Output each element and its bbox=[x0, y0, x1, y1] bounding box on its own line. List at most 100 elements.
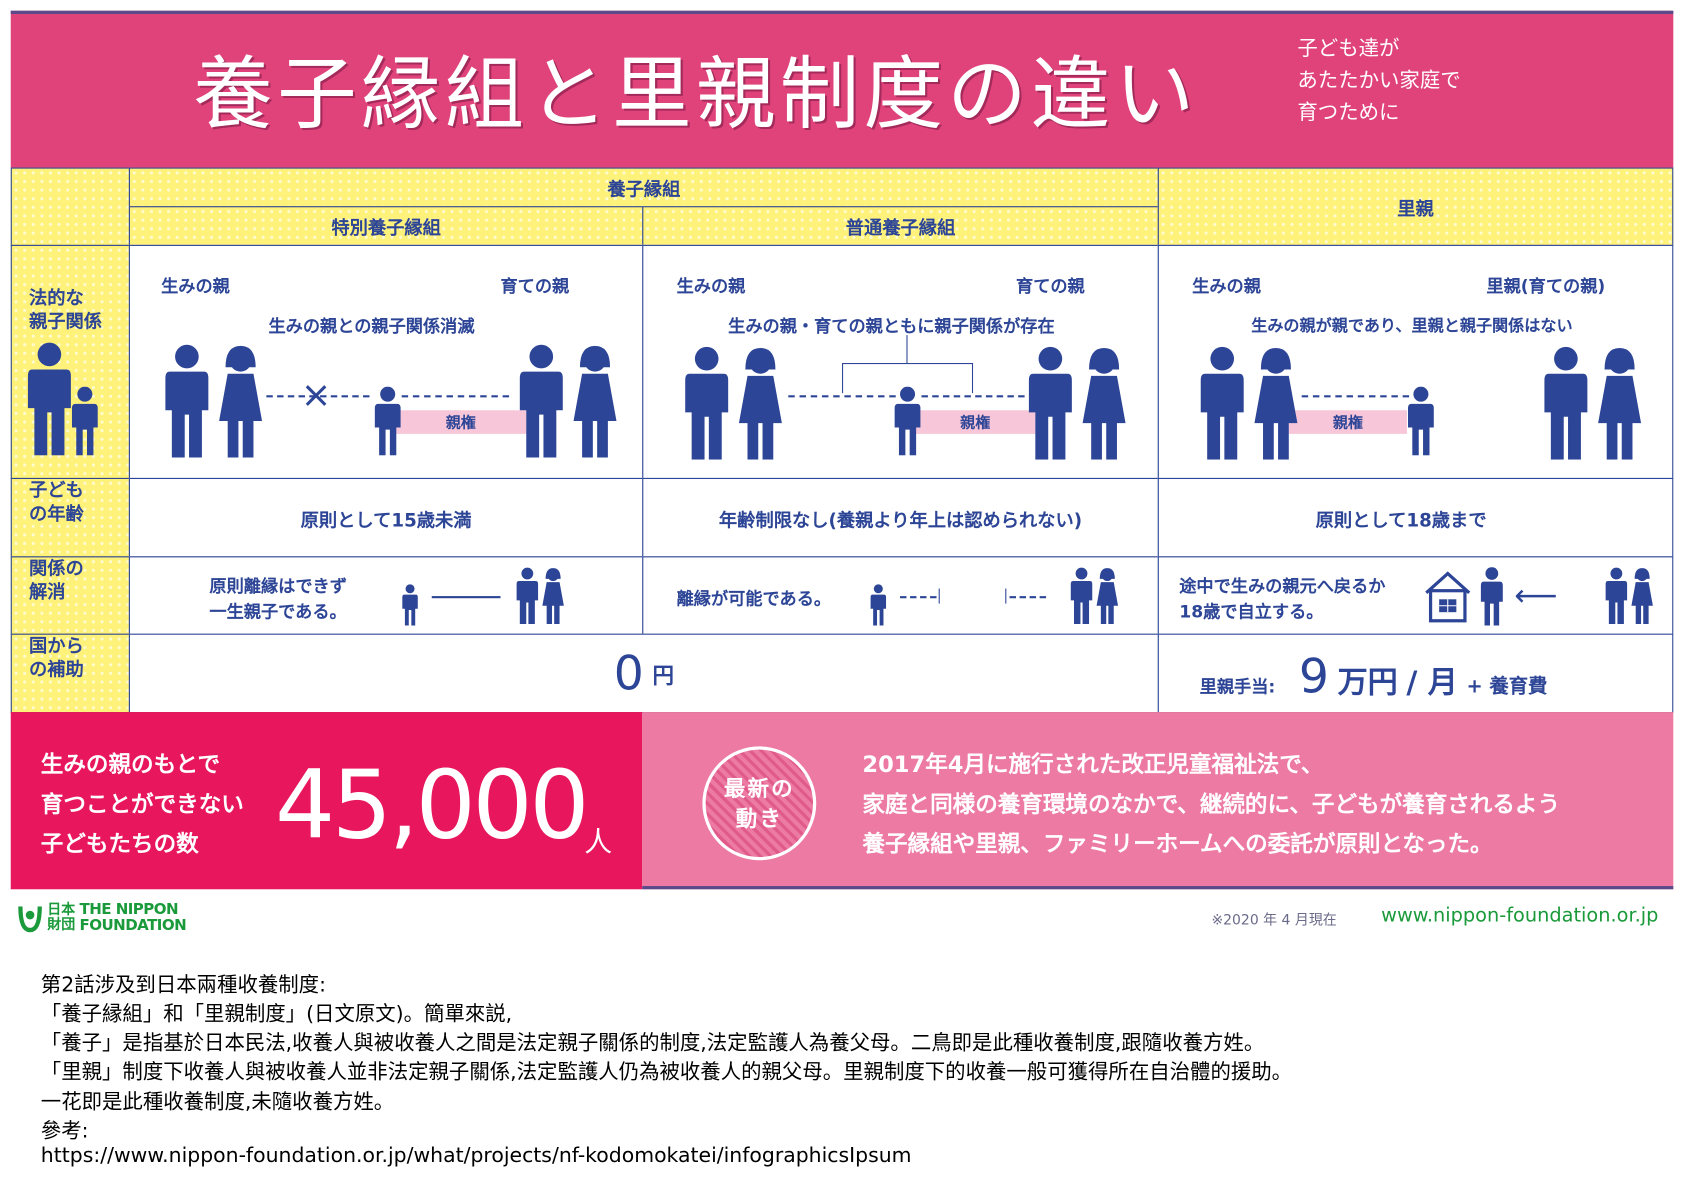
label-text: 国から bbox=[28, 635, 84, 658]
legal-special-cell bbox=[128, 244, 644, 480]
row-label-age: 子ども の年齢 bbox=[10, 477, 130, 558]
subtitle: 子ども達が あたたかい家庭で 育つために bbox=[1297, 32, 1460, 129]
woman-figure-icon bbox=[217, 344, 264, 462]
foster-allowance-per: / 月 bbox=[1406, 664, 1458, 701]
subtitle-line: 育つために bbox=[1297, 100, 1400, 125]
relation-line bbox=[1301, 395, 1410, 398]
child-figure-icon bbox=[894, 386, 922, 460]
text-line: 原則離縁はできず bbox=[209, 575, 347, 597]
broken-line bbox=[1009, 596, 1047, 599]
header-foster: 里親 bbox=[1157, 167, 1674, 246]
nippon-foundation-logo: 日本 財団 THE NIPPON FOUNDATION bbox=[17, 901, 187, 935]
age-ordinary: 年齢制限なし(養親より年上は認められない) bbox=[642, 477, 1159, 558]
relation-line bbox=[401, 395, 510, 398]
cross-icon: × bbox=[300, 373, 332, 417]
foster-allowance-unit: 万円 bbox=[1337, 664, 1398, 701]
text-line: 生みの親のもとで bbox=[40, 751, 221, 778]
text-line: 18歳で自立する。 bbox=[1179, 601, 1324, 622]
text-line: 育つことができない bbox=[40, 791, 244, 818]
child-figure-icon bbox=[374, 386, 402, 460]
badge-line: 動き bbox=[735, 805, 783, 832]
dissolution-foster-cell bbox=[1157, 556, 1674, 635]
foster-allowance-plus: + 養育費 bbox=[1466, 675, 1548, 699]
raising-parent-label: 育ての親 bbox=[1016, 276, 1085, 297]
break-mark bbox=[938, 588, 940, 604]
dissolution-special-cell bbox=[128, 556, 644, 635]
header-special-adoption: 特別養子縁組 bbox=[128, 206, 644, 246]
foster-allowance-amount: 9 bbox=[1298, 649, 1329, 705]
woman-figure-icon bbox=[1630, 567, 1654, 626]
header-ordinary-adoption: 普通養子縁組 bbox=[642, 206, 1159, 246]
row-label-dissolution: 関係の 解消 bbox=[10, 556, 130, 635]
foundation-url[interactable]: www.nippon-foundation.or.jp bbox=[1381, 904, 1659, 927]
row-label-legal: 法的な 親子関係 bbox=[10, 244, 130, 480]
bracket-line bbox=[906, 335, 908, 364]
legal-desc: 生みの親との親子関係消滅 bbox=[268, 315, 475, 337]
house-icon bbox=[1425, 571, 1471, 623]
age-foster: 原則として18歳まで bbox=[1157, 477, 1674, 558]
foster-parent-label: 里親(育ての親) bbox=[1486, 276, 1606, 297]
reference-link[interactable]: https://www.nippon-foundation.or.jp/what… bbox=[40, 1143, 912, 1168]
label-text: の年齢 bbox=[28, 503, 84, 526]
dissolution-special-text: 原則離縁はできず 一生親子である。 bbox=[209, 574, 346, 626]
man-figure-icon bbox=[26, 342, 73, 460]
children-count-banner bbox=[10, 712, 643, 890]
relation-line bbox=[431, 596, 501, 599]
man-figure-icon bbox=[1605, 567, 1629, 626]
woman-figure-icon bbox=[541, 567, 565, 626]
age-special: 原則として15歳未満 bbox=[128, 477, 644, 558]
text-line: 2017年4月に施行された改正児童福祉法で、 bbox=[862, 751, 1324, 778]
logo-text: 財団 bbox=[47, 917, 76, 934]
parental-rights-badge: 親権 bbox=[915, 410, 1036, 434]
legal-desc: 生みの親が親であり、里親と親子関係はない bbox=[1251, 315, 1573, 336]
man-figure-icon bbox=[1070, 567, 1094, 626]
label-text: 法的な bbox=[28, 287, 84, 310]
birth-parent-label: 生みの親 bbox=[676, 276, 746, 297]
woman-figure-icon bbox=[737, 346, 784, 464]
note-line: 參考: bbox=[40, 1119, 89, 1143]
foster-allowance-label: 里親手当: bbox=[1199, 676, 1276, 698]
latest-badge: 最新の 動き bbox=[702, 746, 817, 861]
bracket-line bbox=[842, 363, 974, 365]
corner-cell bbox=[10, 167, 130, 246]
child-figure-icon bbox=[1407, 386, 1435, 460]
logo-text: FOUNDATION bbox=[79, 917, 187, 935]
bracket-line bbox=[971, 363, 974, 394]
note-line: 「養子縁組」和「里親制度」(日文原文)。簡單來説, bbox=[40, 1002, 513, 1026]
text-line: 家庭と同様の養育環境のなかで、継続的に、子どもが養育されるよう bbox=[862, 791, 1561, 818]
broken-line bbox=[900, 596, 937, 599]
subsidy-adoption: 0 円 bbox=[128, 633, 1159, 714]
label-text: 親子関係 bbox=[28, 311, 103, 333]
man-figure-icon bbox=[683, 346, 730, 464]
page-title: 養子縁組と里親制度の違い bbox=[193, 48, 1199, 141]
label-text: 解消 bbox=[28, 582, 66, 604]
bracket-line bbox=[842, 363, 844, 394]
woman-figure-icon bbox=[1596, 346, 1643, 464]
child-figure-icon bbox=[1480, 567, 1504, 629]
subsidy-amount: 0 bbox=[613, 646, 644, 701]
man-figure-icon bbox=[1542, 346, 1589, 464]
man-figure-icon bbox=[516, 567, 540, 626]
header-adoption: 養子縁組 bbox=[128, 167, 1159, 208]
children-count: 45,000 bbox=[274, 749, 590, 861]
woman-figure-icon bbox=[1095, 567, 1119, 626]
arrow-left-icon: ⟵ bbox=[1514, 577, 1558, 614]
text-line: 一生親子である。 bbox=[209, 601, 347, 622]
raising-parent-label: 育ての親 bbox=[500, 276, 570, 297]
child-figure-icon bbox=[402, 584, 419, 628]
child-figure-icon bbox=[71, 386, 99, 460]
birth-parent-label: 生みの親 bbox=[161, 276, 230, 297]
parental-rights-badge: 親権 bbox=[395, 410, 527, 434]
legal-desc: 生みの親・育ての親ともに親子関係が存在 bbox=[728, 315, 1055, 337]
woman-figure-icon bbox=[1080, 346, 1127, 464]
header-banner bbox=[10, 10, 1674, 168]
dissolution-ordinary-text: 離縁が可能である。 bbox=[676, 588, 832, 609]
child-figure-icon bbox=[870, 584, 887, 628]
relation-line bbox=[266, 395, 370, 398]
man-figure-icon bbox=[163, 344, 210, 462]
break-mark bbox=[1005, 588, 1007, 604]
logo-text: THE NIPPON bbox=[79, 901, 179, 919]
text-line: 途中で生みの親元へ戻るか bbox=[1179, 575, 1386, 597]
man-figure-icon bbox=[518, 344, 565, 462]
note-line: 「里親」制度下收養人與被收養人並非法定親子關係,法定監護人仍為被收養人的親父母。… bbox=[40, 1060, 1293, 1084]
